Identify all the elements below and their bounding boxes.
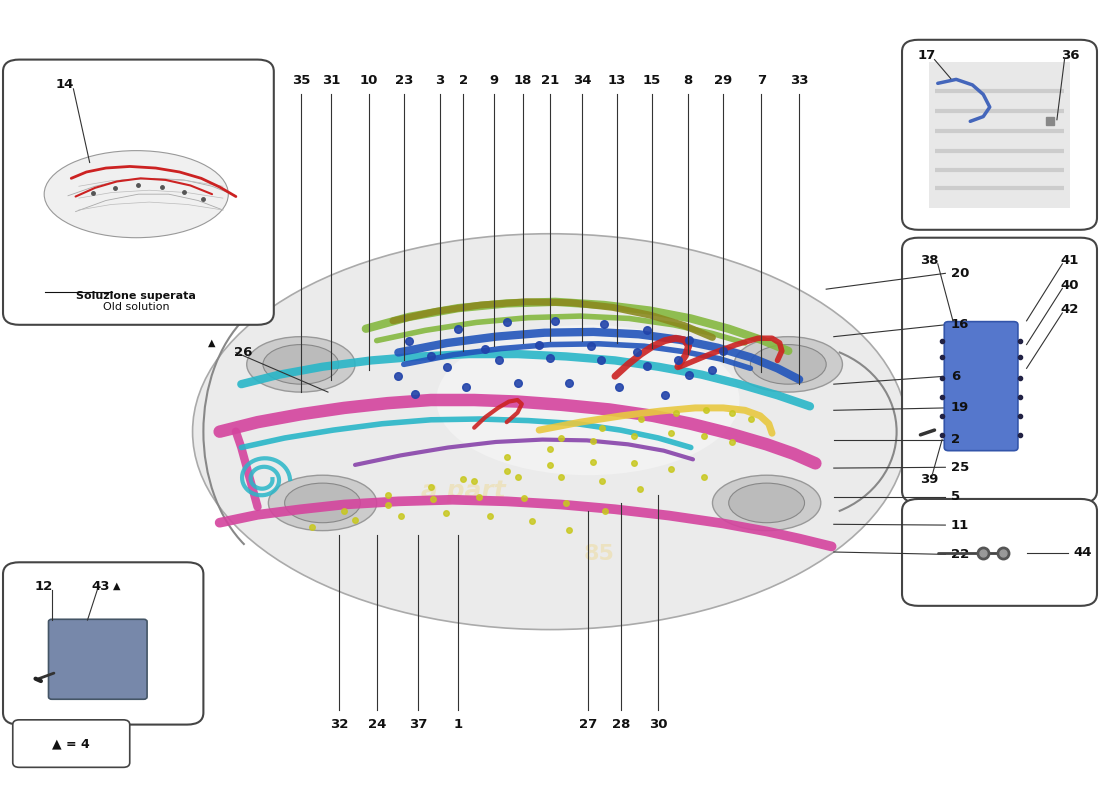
FancyBboxPatch shape (902, 499, 1097, 606)
Text: 10: 10 (360, 74, 378, 87)
Text: Soluzione superata: Soluzione superata (76, 290, 196, 301)
Ellipse shape (750, 345, 826, 384)
Text: 40: 40 (1060, 278, 1079, 292)
Text: ▲ = 4: ▲ = 4 (53, 737, 90, 750)
FancyBboxPatch shape (944, 322, 1018, 450)
Text: 33: 33 (790, 74, 808, 87)
Text: 7: 7 (757, 74, 766, 87)
FancyBboxPatch shape (3, 562, 204, 725)
Text: 2: 2 (459, 74, 468, 87)
Text: 18: 18 (514, 74, 532, 87)
FancyBboxPatch shape (48, 619, 147, 699)
Text: 34: 34 (573, 74, 592, 87)
Ellipse shape (44, 150, 229, 238)
Text: 9: 9 (490, 74, 498, 87)
Ellipse shape (285, 483, 361, 522)
Text: 44: 44 (1074, 546, 1091, 559)
Text: 13: 13 (608, 74, 626, 87)
Text: 23: 23 (395, 74, 412, 87)
FancyBboxPatch shape (13, 720, 130, 767)
Text: 15: 15 (642, 74, 661, 87)
Text: 37: 37 (409, 718, 427, 731)
Ellipse shape (728, 483, 804, 522)
Text: 5: 5 (950, 490, 960, 503)
Text: 28: 28 (613, 718, 630, 731)
Text: 36: 36 (1060, 49, 1079, 62)
Text: 27: 27 (579, 718, 597, 731)
Text: 31: 31 (322, 74, 340, 87)
Ellipse shape (734, 337, 843, 392)
Text: 16: 16 (950, 318, 969, 331)
Ellipse shape (713, 475, 821, 530)
Text: Old solution: Old solution (103, 302, 169, 312)
Text: 11: 11 (950, 518, 969, 531)
Text: 2: 2 (950, 433, 960, 446)
Text: 32: 32 (330, 718, 348, 731)
Bar (930, 62, 1070, 209)
Text: 30: 30 (649, 718, 668, 731)
Text: 24: 24 (367, 718, 386, 731)
Text: a part: a part (421, 479, 506, 503)
FancyBboxPatch shape (902, 238, 1097, 503)
Ellipse shape (268, 475, 376, 530)
Text: 19: 19 (950, 402, 969, 414)
Text: 6: 6 (950, 370, 960, 382)
Text: 25: 25 (950, 461, 969, 474)
Text: 1: 1 (453, 718, 462, 731)
Text: 38: 38 (920, 254, 938, 267)
Text: 3: 3 (434, 74, 444, 87)
Text: 20: 20 (950, 267, 969, 280)
Text: 17: 17 (917, 49, 936, 62)
Text: 14: 14 (56, 78, 74, 91)
Text: 12: 12 (35, 579, 53, 593)
Text: 41: 41 (1060, 254, 1079, 267)
Text: ▲: ▲ (208, 338, 216, 348)
Ellipse shape (246, 337, 355, 392)
Ellipse shape (192, 234, 907, 630)
FancyBboxPatch shape (902, 40, 1097, 230)
Text: 21: 21 (541, 74, 559, 87)
Text: 42: 42 (1060, 303, 1079, 316)
Text: 43: 43 (91, 579, 110, 593)
Text: 8: 8 (683, 74, 692, 87)
Text: 26: 26 (233, 346, 252, 359)
Text: 29: 29 (714, 74, 733, 87)
FancyBboxPatch shape (3, 59, 274, 325)
Text: ▲: ▲ (113, 581, 121, 591)
Text: 39: 39 (920, 473, 938, 486)
Text: 85: 85 (583, 544, 614, 564)
Ellipse shape (263, 345, 339, 384)
Text: 35: 35 (292, 74, 310, 87)
Text: 22: 22 (950, 548, 969, 561)
Ellipse shape (437, 325, 739, 475)
